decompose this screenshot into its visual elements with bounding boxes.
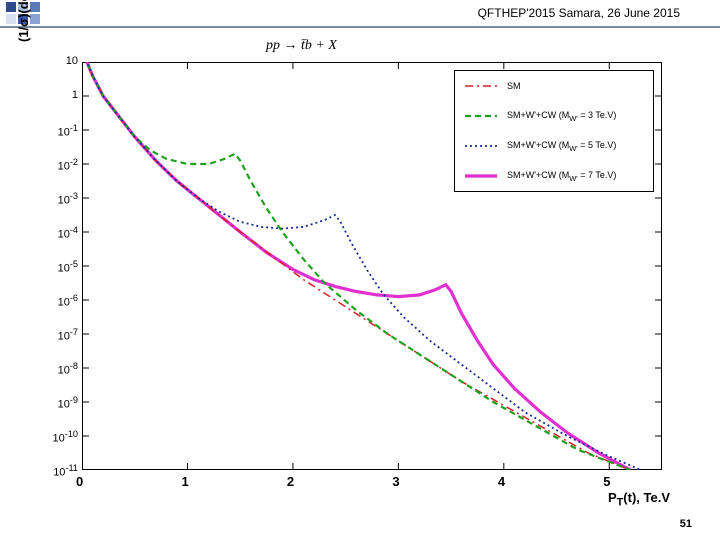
legend-swatch-icon: [463, 166, 499, 186]
y-tick-label: 10-8: [38, 361, 78, 377]
legend-label: SM+W'+CW (MW' = 5 Te.V): [507, 140, 616, 153]
y-tick-label: 10-4: [38, 225, 78, 241]
x-tick-label: 5: [603, 474, 610, 489]
legend: SM SM+W'+CW (MW' = 3 Te.V) SM+W'+CW (MW' =…: [454, 70, 654, 192]
page-number: 51: [680, 518, 692, 530]
y-tick-label: 10: [38, 55, 78, 67]
y-tick-label: 10-1: [38, 123, 78, 139]
x-tick-label: 4: [498, 474, 505, 489]
slide-header: QFTHEP'2015 Samara, 26 June 2015: [0, 0, 720, 28]
y-tick-label: 10-6: [38, 293, 78, 309]
x-tick-label: 2: [287, 474, 294, 489]
legend-label: SM+W'+CW (MW' = 7 Te.V): [507, 170, 616, 183]
legend-row: SM: [455, 71, 653, 101]
y-tick-label: 10-3: [38, 191, 78, 207]
y-tick-label: 10-10: [38, 429, 78, 445]
y-tick-label: 10-11: [38, 463, 78, 479]
process-title: pp → t̄b + X: [266, 38, 337, 54]
x-axis-label: PT(t), Te.V: [608, 490, 670, 509]
legend-row: SM+W'+CW (MW' = 7 Te.V): [455, 161, 653, 191]
y-tick-label: 10-9: [38, 395, 78, 411]
legend-swatch-icon: [463, 106, 499, 126]
y-tick-label: 10-5: [38, 259, 78, 275]
x-tick-label: 1: [181, 474, 188, 489]
legend-row: SM+W'+CW (MW' = 5 Te.V): [455, 131, 653, 161]
y-tick-label: 10-2: [38, 157, 78, 173]
y-tick-label: 1: [38, 89, 78, 101]
y-tick-label: 10-7: [38, 327, 78, 343]
header-text: QFTHEP'2015 Samara, 26 June 2015: [478, 6, 680, 20]
x-tick-label: 3: [392, 474, 399, 489]
legend-label: SM+W'+CW (MW' = 3 Te.V): [507, 110, 616, 123]
legend-swatch-icon: [463, 76, 499, 96]
header-divider: [0, 26, 720, 28]
y-axis-label: (1/σ)(dσ/dPT), 1/Te.V: [16, 0, 35, 42]
legend-label: SM: [507, 81, 521, 91]
chart: SM SM+W'+CW (MW' = 3 Te.V) SM+W'+CW (MW' =…: [82, 62, 662, 470]
legend-swatch-icon: [463, 136, 499, 156]
legend-row: SM+W'+CW (MW' = 3 Te.V): [455, 101, 653, 131]
